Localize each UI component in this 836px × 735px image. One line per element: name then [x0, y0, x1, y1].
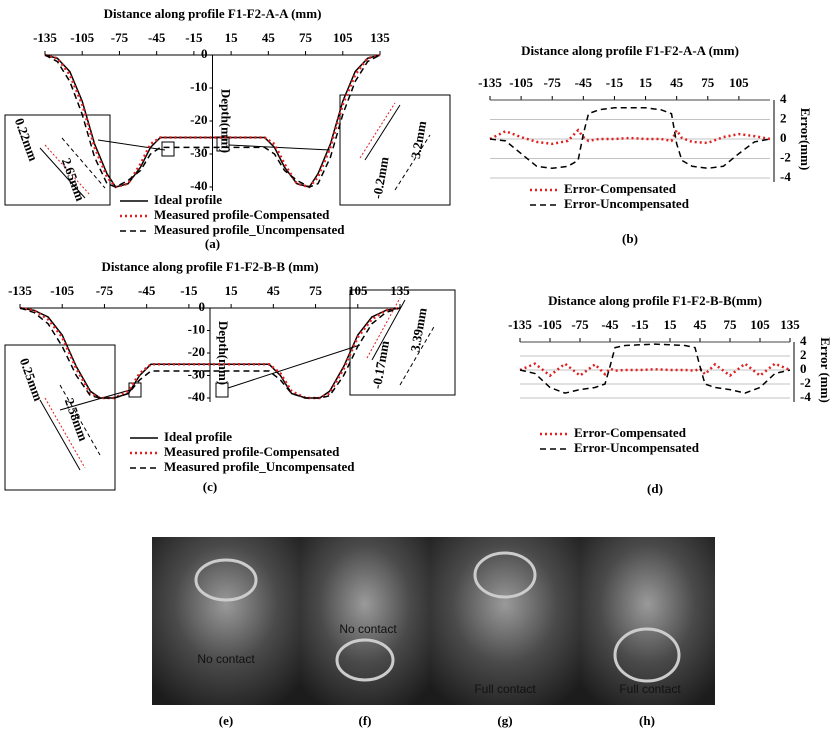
photo-caption: No contact — [339, 622, 397, 636]
y-tick-label: 0 — [780, 130, 787, 145]
y-tick-label: 2 — [780, 110, 787, 125]
x-tick-label: 15 — [225, 30, 239, 45]
x-tick-label: 135 — [390, 283, 410, 298]
legend-label: Measured profile-Compensated — [164, 444, 340, 459]
y-tick-label: 0 — [201, 46, 208, 61]
x-tick-label: -105 — [50, 283, 74, 298]
x-tick-label: -135 — [8, 283, 32, 298]
y-tick-label: -2 — [780, 149, 791, 164]
legend-label: Error-Uncompensated — [574, 440, 700, 455]
y-tick-label: -20 — [190, 112, 207, 127]
legend-label: Ideal profile — [164, 429, 232, 444]
y-tick-label: -20 — [188, 344, 205, 359]
x-tick-label: -45 — [601, 317, 619, 332]
x-tick-label: 105 — [348, 283, 368, 298]
x-tick-label: -45 — [148, 30, 166, 45]
panel-label: (d) — [647, 481, 663, 496]
x-tick-label: 105 — [333, 30, 353, 45]
y-axis-label: Depth(mm) — [216, 321, 231, 385]
x-tick-label: 75 — [724, 317, 738, 332]
legend-label: Ideal profile — [154, 192, 222, 207]
y-tick-label: -40 — [188, 389, 205, 404]
x-tick-label: 75 — [299, 30, 313, 45]
y-axis-label: Depth(mm) — [219, 89, 234, 153]
x-tick-label: -105 — [70, 30, 94, 45]
x-tick-label: -105 — [538, 317, 562, 332]
y-tick-label: -40 — [190, 178, 207, 193]
y-tick-label: 0 — [800, 361, 807, 376]
photo-caption: No contact — [197, 652, 255, 666]
y-tick-label: 4 — [780, 91, 787, 106]
y-tick-label: -10 — [190, 79, 207, 94]
photo — [152, 537, 300, 705]
y-axis-label: Error(mm) — [798, 108, 813, 171]
y-tick-label: 2 — [800, 347, 807, 362]
x-tick-label: 15 — [225, 283, 239, 298]
x-tick-label: -45 — [575, 75, 593, 90]
chart-title: Distance along profile F1-F2-A-A (mm) — [104, 6, 322, 21]
x-tick-label: 105 — [729, 75, 749, 90]
x-tick-label: 45 — [670, 75, 684, 90]
y-tick-label: 0 — [199, 299, 206, 314]
legend-label: Error-Compensated — [574, 425, 687, 440]
y-tick-label: -4 — [780, 169, 791, 184]
x-tick-label: 15 — [664, 317, 678, 332]
x-tick-label: -15 — [631, 317, 649, 332]
x-tick-label: 105 — [750, 317, 770, 332]
x-tick-label: -135 — [508, 317, 532, 332]
legend-label: Error-Uncompensated — [564, 196, 690, 211]
series-line — [490, 130, 770, 144]
x-tick-label: -45 — [138, 283, 156, 298]
figure: No contact No contact Full contact Full … — [0, 0, 836, 735]
x-tick-label: 45 — [262, 30, 276, 45]
legend-label: Measured profile_Uncompensated — [154, 222, 345, 237]
chart-title: Distance along profile F1-F2-B-B (mm) — [101, 259, 318, 274]
panel-label: (f) — [359, 713, 372, 728]
x-tick-label: 75 — [701, 75, 715, 90]
x-tick-label: -15 — [180, 283, 198, 298]
x-tick-label: 45 — [694, 317, 708, 332]
x-tick-label: -15 — [185, 30, 203, 45]
panel-label: (c) — [203, 479, 217, 494]
y-axis-label: Error (mm) — [818, 337, 833, 403]
x-tick-label: -75 — [111, 30, 129, 45]
legend-label: Measured profile-Compensated — [154, 207, 330, 222]
legend-label: Measured profile_Uncompensated — [164, 459, 355, 474]
x-tick-label: 75 — [309, 283, 323, 298]
y-tick-label: 4 — [800, 333, 807, 348]
photo-caption: Full contact — [619, 682, 681, 696]
series-line — [490, 108, 770, 169]
x-tick-label: -135 — [478, 75, 502, 90]
y-tick-label: -10 — [188, 321, 205, 336]
panel-label: (g) — [497, 713, 512, 728]
x-tick-label: 15 — [639, 75, 653, 90]
x-tick-label: -75 — [544, 75, 562, 90]
series-line — [520, 364, 790, 376]
panel-label: (e) — [219, 713, 233, 728]
x-tick-label: -75 — [96, 283, 114, 298]
panel-label: (h) — [639, 713, 655, 728]
x-tick-label: 45 — [267, 283, 281, 298]
photos: No contact No contact Full contact Full … — [152, 537, 715, 728]
x-tick-label: 135 — [780, 317, 800, 332]
x-tick-label: -75 — [571, 317, 589, 332]
x-tick-label: -135 — [33, 30, 57, 45]
x-tick-label: -105 — [509, 75, 533, 90]
x-tick-label: 135 — [370, 30, 390, 45]
y-tick-label: -30 — [188, 366, 205, 381]
chart-title: Distance along profile F1-F2-B-B(mm) — [548, 293, 762, 308]
y-tick-label: -2 — [800, 375, 811, 390]
photo — [430, 537, 580, 705]
chart-title: Distance along profile F1-F2-A-A (mm) — [521, 43, 739, 58]
photo-caption: Full contact — [474, 682, 536, 696]
y-tick-label: -4 — [800, 389, 811, 404]
panel-label: (b) — [622, 231, 638, 246]
panel-label: (a) — [205, 236, 220, 251]
x-tick-label: -15 — [606, 75, 624, 90]
legend-label: Error-Compensated — [564, 181, 677, 196]
